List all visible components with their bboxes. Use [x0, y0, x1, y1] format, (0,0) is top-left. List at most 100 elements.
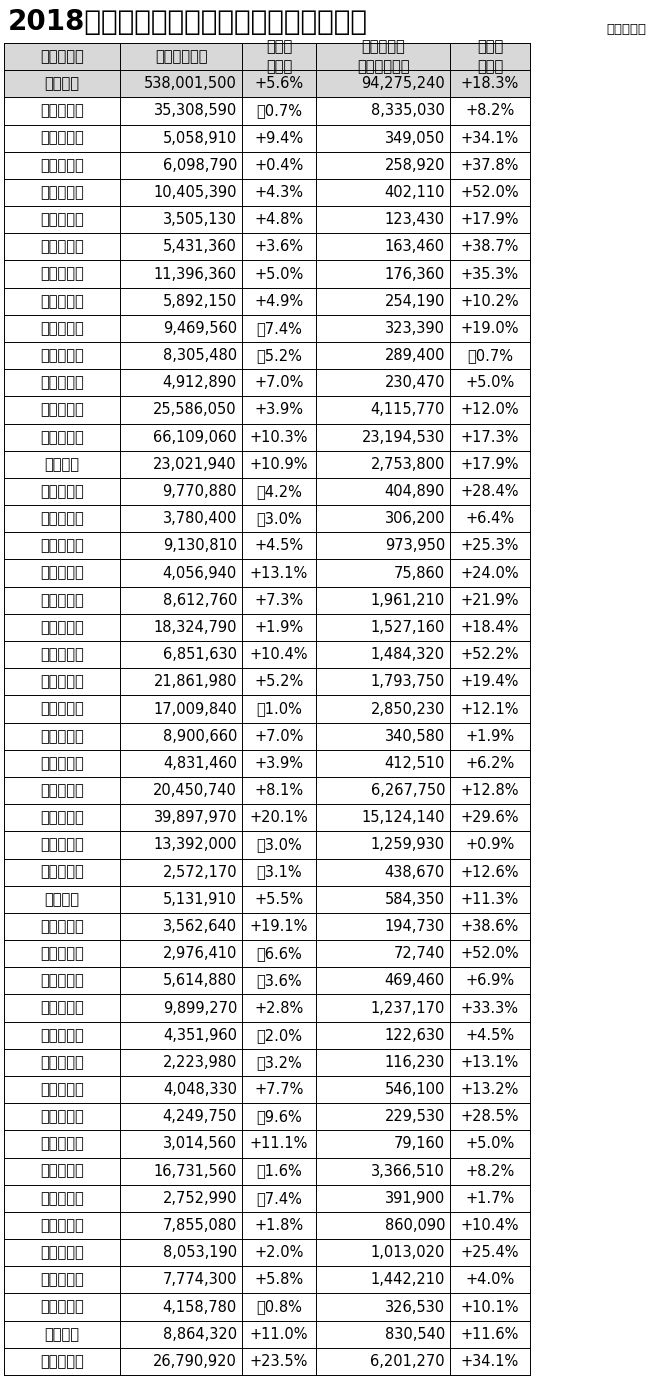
Text: 340,580: 340,580 [385, 729, 445, 744]
Text: 延べ宿泊者数: 延べ宿泊者数 [155, 48, 207, 64]
Text: 和歌山県: 和歌山県 [44, 892, 80, 907]
Text: +4.9%: +4.9% [254, 293, 303, 308]
Text: 4,351,960: 4,351,960 [163, 1028, 237, 1043]
Text: 富　山　県: 富 山 県 [40, 512, 84, 526]
Text: 香　川　県: 香 川 県 [40, 1082, 84, 1097]
Text: 546,100: 546,100 [385, 1082, 445, 1097]
Text: －1.0%: －1.0% [256, 701, 302, 716]
Text: 404,890: 404,890 [385, 484, 445, 499]
Text: 2,850,230: 2,850,230 [371, 701, 445, 716]
Text: 三　重　県: 三 重 県 [40, 729, 84, 744]
Text: +4.3%: +4.3% [254, 185, 303, 201]
Text: 4,912,890: 4,912,890 [163, 375, 237, 390]
Text: +7.7%: +7.7% [254, 1082, 303, 1097]
Text: +4.0%: +4.0% [466, 1272, 515, 1288]
Text: +17.3%: +17.3% [461, 430, 519, 445]
Text: +52.2%: +52.2% [460, 647, 519, 662]
Text: +24.0%: +24.0% [460, 566, 519, 581]
Bar [4, 43, 530, 71]
Text: 2,223,980: 2,223,980 [163, 1055, 237, 1070]
Text: 静　岡　県: 静 岡 県 [40, 675, 84, 689]
Text: 326,530: 326,530 [385, 1300, 445, 1314]
Text: +5.8%: +5.8% [254, 1272, 303, 1288]
Text: +4.8%: +4.8% [254, 212, 303, 227]
Text: 289,400: 289,400 [385, 349, 445, 364]
Text: 福　島　県: 福 島 県 [40, 267, 84, 282]
Text: 施設所在地: 施設所在地 [40, 48, 84, 64]
Text: 306,200: 306,200 [385, 512, 445, 526]
Text: 20,450,740: 20,450,740 [153, 783, 237, 798]
Text: 94,275,240: 94,275,240 [361, 76, 445, 91]
Text: 21,861,980: 21,861,980 [154, 675, 237, 689]
Text: 5,892,150: 5,892,150 [163, 293, 237, 308]
Text: 岡　山　県: 岡 山 県 [40, 974, 84, 989]
Text: －9.6%: －9.6% [256, 1109, 302, 1124]
Text: +19.4%: +19.4% [461, 675, 519, 689]
Text: 愛　知　県: 愛 知 県 [40, 701, 84, 716]
Text: 滋　賀　県: 滋 賀 県 [40, 757, 84, 770]
Text: 230,470: 230,470 [385, 375, 445, 390]
Text: +6.4%: +6.4% [466, 512, 515, 526]
Text: +9.4%: +9.4% [254, 130, 303, 145]
Text: +4.5%: +4.5% [254, 538, 303, 553]
Text: －6.6%: －6.6% [256, 946, 302, 961]
Text: +10.3%: +10.3% [250, 430, 308, 445]
Text: +5.0%: +5.0% [466, 375, 515, 390]
Text: 兵　庫　県: 兵 庫 県 [40, 838, 84, 852]
Text: +38.6%: +38.6% [461, 918, 519, 934]
Text: 10,405,390: 10,405,390 [154, 185, 237, 201]
Text: 山　形　県: 山 形 県 [40, 239, 84, 254]
Text: 岐　阜　県: 岐 阜 県 [40, 647, 84, 662]
Text: +17.9%: +17.9% [461, 456, 519, 472]
Text: 23,021,940: 23,021,940 [154, 456, 237, 472]
Text: 16,731,560: 16,731,560 [154, 1163, 237, 1178]
Text: 大　阪　府: 大 阪 府 [40, 810, 84, 826]
Text: 122,630: 122,630 [385, 1028, 445, 1043]
Text: 山　口　県: 山 口 県 [40, 1028, 84, 1043]
Text: 9,770,880: 9,770,880 [162, 484, 237, 499]
Text: +7.0%: +7.0% [254, 729, 303, 744]
Text: +3.6%: +3.6% [254, 239, 303, 254]
Text: 7,774,300: 7,774,300 [162, 1272, 237, 1288]
Text: 鹿児島県: 鹿児島県 [44, 1326, 80, 1342]
Text: 石　川　県: 石 川 県 [40, 538, 84, 553]
Text: 高　知　県: 高 知 県 [40, 1137, 84, 1152]
Text: 奈　良　県: 奈 良 県 [40, 864, 84, 880]
Text: +19.1%: +19.1% [250, 918, 308, 934]
Text: 2,976,410: 2,976,410 [163, 946, 237, 961]
Text: 39,897,970: 39,897,970 [154, 810, 237, 826]
Text: +1.9%: +1.9% [254, 620, 303, 635]
Text: +11.6%: +11.6% [461, 1326, 519, 1342]
Text: 75,860: 75,860 [394, 566, 445, 581]
Text: 79,160: 79,160 [394, 1137, 445, 1152]
Text: +10.1%: +10.1% [461, 1300, 519, 1314]
Text: 1,961,210: 1,961,210 [371, 593, 445, 607]
Text: －7.4%: －7.4% [256, 321, 302, 336]
Text: 23,194,530: 23,194,530 [362, 430, 445, 445]
Text: +38.7%: +38.7% [461, 239, 519, 254]
Text: 青　森　県: 青 森 県 [40, 130, 84, 145]
Text: 島　根　県: 島 根 県 [40, 946, 84, 961]
Text: 前年比
増　減: 前年比 増 減 [477, 39, 503, 75]
Text: 長　崎　県: 長 崎 県 [40, 1218, 84, 1234]
Text: 2,752,990: 2,752,990 [162, 1191, 237, 1206]
Text: +10.4%: +10.4% [250, 647, 308, 662]
Text: 323,390: 323,390 [385, 321, 445, 336]
Text: 538,001,500: 538,001,500 [144, 76, 237, 91]
Text: －3.2%: －3.2% [256, 1055, 302, 1070]
Text: 徳　島　県: 徳 島 県 [40, 1055, 84, 1070]
Text: 26,790,920: 26,790,920 [153, 1354, 237, 1369]
Text: +1.9%: +1.9% [466, 729, 515, 744]
Text: 830,540: 830,540 [385, 1326, 445, 1342]
Text: 6,201,270: 6,201,270 [370, 1354, 445, 1369]
Text: 25,586,050: 25,586,050 [154, 402, 237, 418]
Text: 1,013,020: 1,013,020 [371, 1245, 445, 1260]
Text: 福　岡　県: 福 岡 県 [40, 1163, 84, 1178]
Text: +5.6%: +5.6% [254, 76, 303, 91]
Text: 2,572,170: 2,572,170 [162, 864, 237, 880]
Text: 京　都　府: 京 都 府 [40, 783, 84, 798]
Text: 229,530: 229,530 [385, 1109, 445, 1124]
Text: 秋　田　県: 秋 田 県 [40, 212, 84, 227]
Text: 栂　木　県: 栂 木 県 [40, 321, 84, 336]
Text: －3.0%: －3.0% [256, 838, 302, 852]
